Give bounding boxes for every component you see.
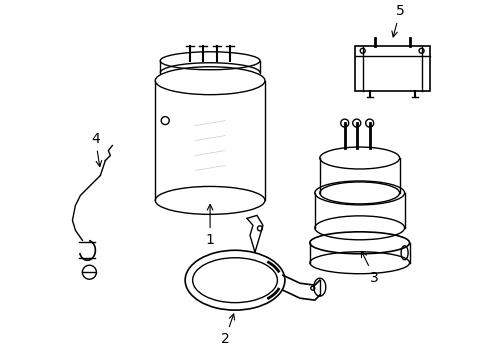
Text: 3: 3	[362, 251, 379, 285]
Bar	[355, 46, 430, 91]
Text: 5: 5	[392, 4, 404, 37]
Text: 4: 4	[91, 131, 101, 167]
Text: 2: 2	[220, 314, 235, 346]
Text: 1: 1	[206, 204, 215, 247]
